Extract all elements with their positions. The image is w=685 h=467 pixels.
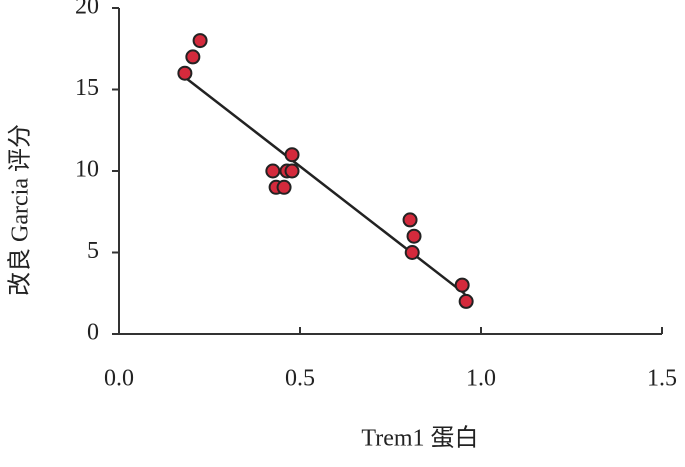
point [276,179,292,195]
point [284,147,300,163]
point [454,277,470,293]
point [284,163,300,179]
point [406,228,422,244]
fit-line [185,77,466,296]
x-tick-label: 1.0 [466,366,496,392]
x-tick-label: 1.5 [647,366,677,392]
point [458,293,474,309]
y-tick-label: 0 [87,320,99,346]
x-tick-label: 0.0 [104,366,134,392]
point [402,212,418,228]
y-tick-label: 20 [75,0,99,20]
y-tick-label: 15 [75,75,99,101]
point [192,33,208,49]
point [177,65,193,81]
point [185,49,201,65]
x-tick-label: 0.5 [285,366,315,392]
point [404,245,420,260]
y-axis-label: 改良 Garcia 评分 [7,124,34,296]
x-axis-label: Trem1 蛋白 [361,425,478,452]
y-tick-label: 10 [75,157,99,183]
y-tick-label: 5 [87,238,99,264]
point [265,163,281,179]
